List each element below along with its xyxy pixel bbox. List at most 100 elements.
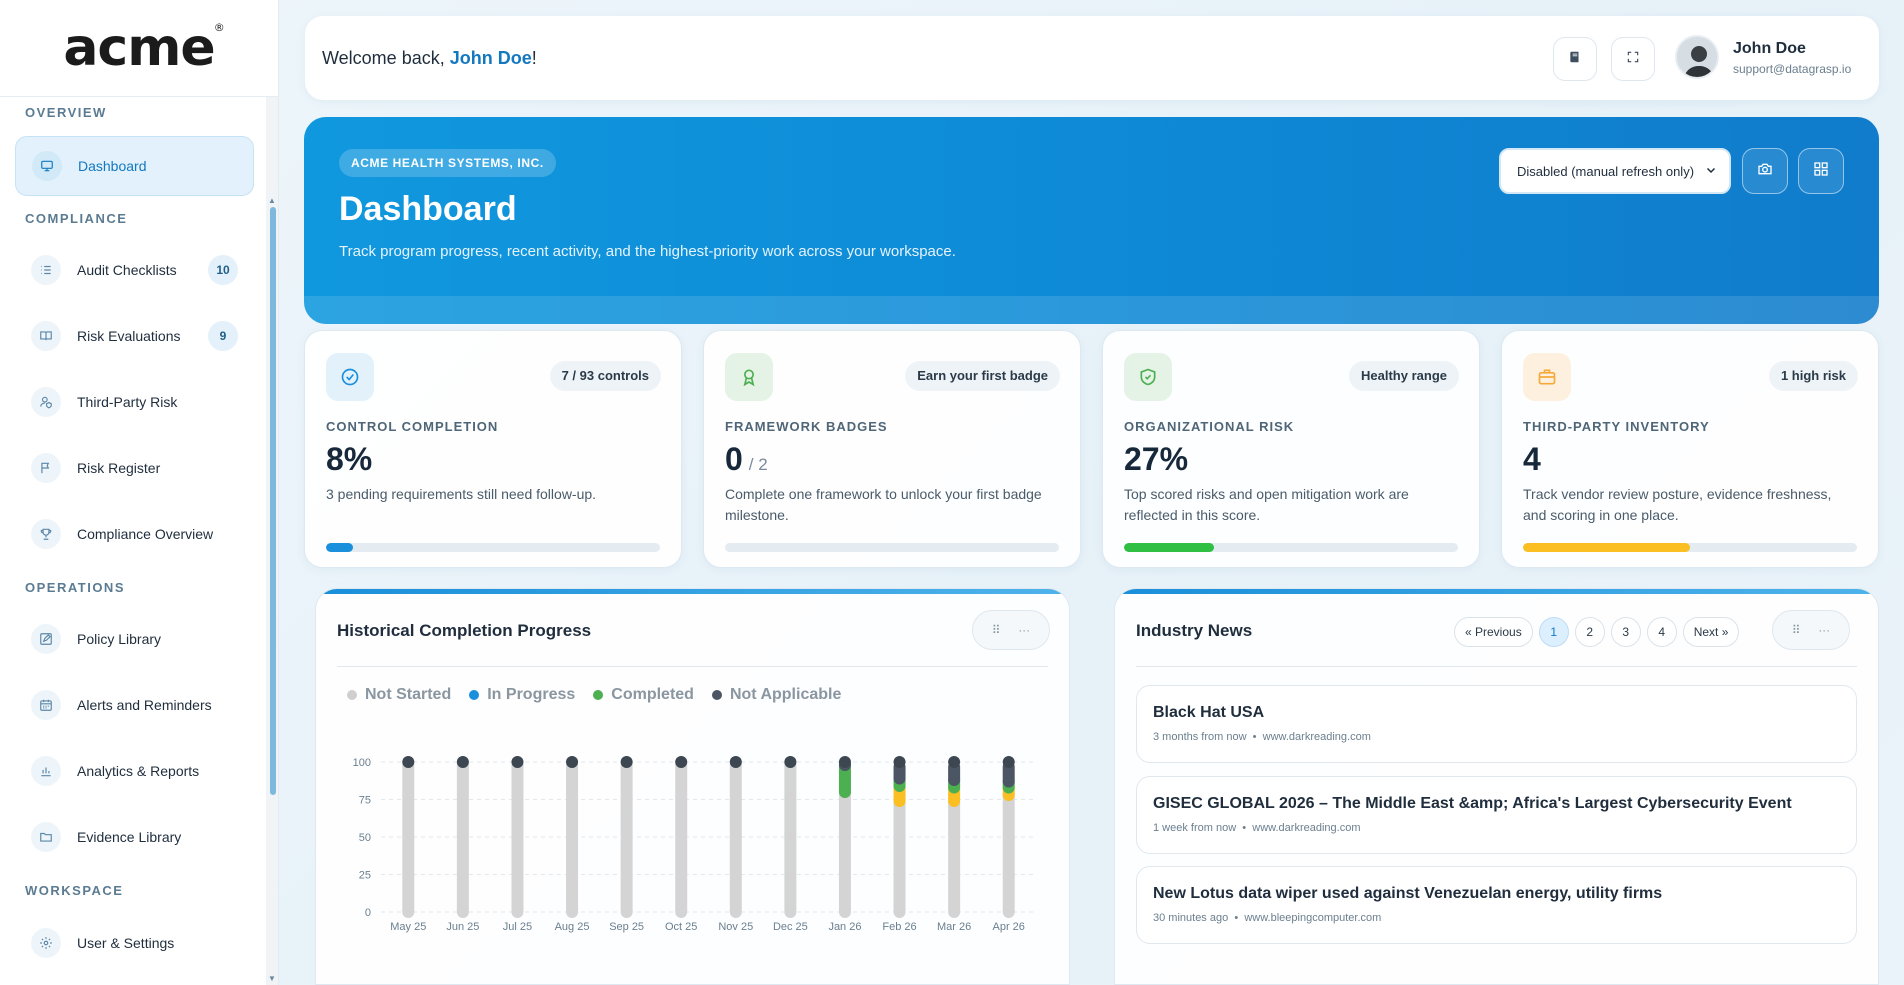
more-icon[interactable]: ··· <box>1018 623 1031 637</box>
x-tick-label: Jul 25 <box>503 921 532 933</box>
card-value: 0/ 2 <box>725 441 768 477</box>
pagination-next[interactable]: Next » <box>1682 617 1740 647</box>
x-tick-label: Dec 25 <box>773 921 808 933</box>
news-title[interactable]: New Lotus data wiper used against Venezu… <box>1153 885 1663 902</box>
progress-bar <box>326 543 660 552</box>
news-title[interactable]: Black Hat USA <box>1153 704 1265 721</box>
pagination-previous[interactable]: « Previous <box>1454 617 1533 647</box>
card-description: Track vendor review posture, evidence fr… <box>1523 486 1832 523</box>
welcome-user-name: John Doe <box>449 48 532 68</box>
pagination-page-2[interactable]: 2 <box>1574 617 1605 647</box>
news-title[interactable]: GISEC GLOBAL 2026 – The Middle East &amp… <box>1153 795 1792 812</box>
page-title: Dashboard <box>339 190 517 228</box>
bar-top-marker <box>566 756 579 768</box>
sidebar-item-user-settings[interactable]: User & Settings <box>15 913 254 973</box>
status-badge: Earn your first badge <box>905 361 1060 391</box>
x-tick-label: Nov 25 <box>718 921 753 933</box>
card-value: 8% <box>326 441 373 477</box>
edit-icon <box>31 624 61 654</box>
sidebar-item-third-party-risk[interactable]: Third-Party Risk <box>15 372 254 432</box>
x-tick-label: Aug 25 <box>555 921 590 933</box>
sidebar-item-label: Audit Checklists <box>77 262 177 278</box>
trophy-icon <box>31 519 61 549</box>
sidebar-item-risk-register[interactable]: Risk Register <box>15 438 254 498</box>
x-tick-label: Sep 25 <box>609 921 644 933</box>
chart-legend: Not Started In Progress Completed Not Ap… <box>347 686 841 704</box>
sidebar-scrollbar[interactable]: ▲ ▼ <box>266 97 278 985</box>
panel-controls[interactable]: ⠿ ··· <box>1772 610 1850 650</box>
top-header: Welcome back, John Doe! John Doe support… <box>305 16 1879 100</box>
logo-text: acme ® <box>63 18 224 78</box>
stat-card-control-completion[interactable]: 7 / 93 controls CONTROL COMPLETION 8% 3 … <box>304 330 682 568</box>
sidebar-item-audit-checklists[interactable]: Audit Checklists 10 <box>15 240 254 300</box>
bar-top-marker <box>893 756 906 768</box>
bar-top-marker <box>402 756 415 768</box>
bar-top-marker <box>1002 756 1015 768</box>
book-icon <box>1568 50 1582 69</box>
y-tick-label: 75 <box>359 795 371 807</box>
legend-dot <box>711 690 722 700</box>
user-name: John Doe <box>1733 40 1806 57</box>
organization-badge: ACME HEALTH SYSTEMS, INC. <box>339 149 556 177</box>
logo[interactable]: acme ® <box>0 0 278 97</box>
sidebar-item-compliance-overview[interactable]: Compliance Overview <box>15 504 254 564</box>
progress-fill <box>1523 543 1690 552</box>
card-description: Top scored risks and open mitigation wor… <box>1124 486 1409 523</box>
news-item[interactable]: New Lotus data wiper used against Venezu… <box>1136 866 1857 944</box>
panel-controls[interactable]: ⠿ ··· <box>972 610 1050 650</box>
fullscreen-button[interactable] <box>1611 37 1655 81</box>
user-shield-icon <box>31 387 61 417</box>
sidebar-item-evidence-library[interactable]: Evidence Library <box>15 807 254 867</box>
bar-top-marker <box>729 756 742 768</box>
pagination-page-4[interactable]: 4 <box>1646 617 1677 647</box>
sidebar-item-risk-evaluations[interactable]: Risk Evaluations 9 <box>15 306 254 366</box>
legend-item[interactable]: In Progress <box>469 686 575 704</box>
x-tick-label: Apr 26 <box>992 921 1024 933</box>
expand-icon <box>1626 50 1640 69</box>
scroll-up-icon[interactable]: ▲ <box>268 196 276 205</box>
x-tick-label: Oct 25 <box>665 921 697 933</box>
docs-button[interactable] <box>1553 37 1597 81</box>
section-label-overview: OVERVIEW <box>25 105 107 120</box>
stat-card-third-party-inventory[interactable]: 1 high risk THIRD-PARTY INVENTORY 4 Trac… <box>1501 330 1879 568</box>
legend-dot <box>593 690 604 700</box>
scrollbar-thumb[interactable] <box>270 207 276 795</box>
card-description: 3 pending requirements still need follow… <box>326 486 597 502</box>
sidebar-item-policy-library[interactable]: Policy Library <box>15 609 254 669</box>
pagination-page-1[interactable]: 1 <box>1538 617 1569 647</box>
card-label: FRAMEWORK BADGES <box>725 419 888 434</box>
bar-top-marker <box>675 756 688 768</box>
avatar[interactable] <box>1675 35 1719 79</box>
legend-item[interactable]: Not Applicable <box>711 686 841 704</box>
section-label-operations: OPERATIONS <box>25 580 125 595</box>
sidebar-item-label: Evidence Library <box>77 829 182 845</box>
pagination-page-3[interactable]: 3 <box>1610 617 1641 647</box>
layout-button[interactable] <box>1798 148 1844 194</box>
x-tick-label: May 25 <box>390 921 426 933</box>
welcome-message: Welcome back, John Doe! <box>322 48 537 68</box>
auto-refresh-select[interactable]: Disabled (manual refresh only) <box>1499 148 1731 194</box>
scroll-down-icon[interactable]: ▼ <box>268 974 276 983</box>
legend-dot <box>469 690 480 700</box>
stat-card-framework-badges[interactable]: Earn your first badge FRAMEWORK BADGES 0… <box>703 330 1081 568</box>
count-badge: 9 <box>208 321 238 351</box>
sidebar-item-dashboard[interactable]: Dashboard <box>15 136 254 196</box>
legend-item[interactable]: Completed <box>593 686 694 704</box>
sidebar-item-analytics-reports[interactable]: Analytics & Reports <box>15 741 254 801</box>
more-icon[interactable]: ··· <box>1818 623 1831 637</box>
news-item[interactable]: GISEC GLOBAL 2026 – The Middle East &amp… <box>1136 776 1857 854</box>
drag-handle-icon[interactable]: ⠿ <box>991 623 1001 637</box>
stat-card-organizational-risk[interactable]: Healthy range ORGANIZATIONAL RISK 27% To… <box>1102 330 1480 568</box>
progress-bar <box>725 543 1059 552</box>
news-item[interactable]: Black Hat USA 3 months from now • www.da… <box>1136 685 1857 763</box>
page-subtitle: Track program progress, recent activity,… <box>339 243 956 260</box>
y-tick-label: 25 <box>359 870 371 882</box>
sidebar-item-alerts-and-reminders[interactable]: Alerts and Reminders <box>15 675 254 735</box>
flag-icon <box>31 453 61 483</box>
drag-handle-icon[interactable]: ⠿ <box>1791 623 1801 637</box>
legend-item[interactable]: Not Started <box>347 686 451 704</box>
screenshot-button[interactable] <box>1742 148 1788 194</box>
sidebar-item-label: Compliance Overview <box>77 526 214 542</box>
progress-fill <box>1124 543 1215 552</box>
y-tick-label: 50 <box>359 832 371 844</box>
